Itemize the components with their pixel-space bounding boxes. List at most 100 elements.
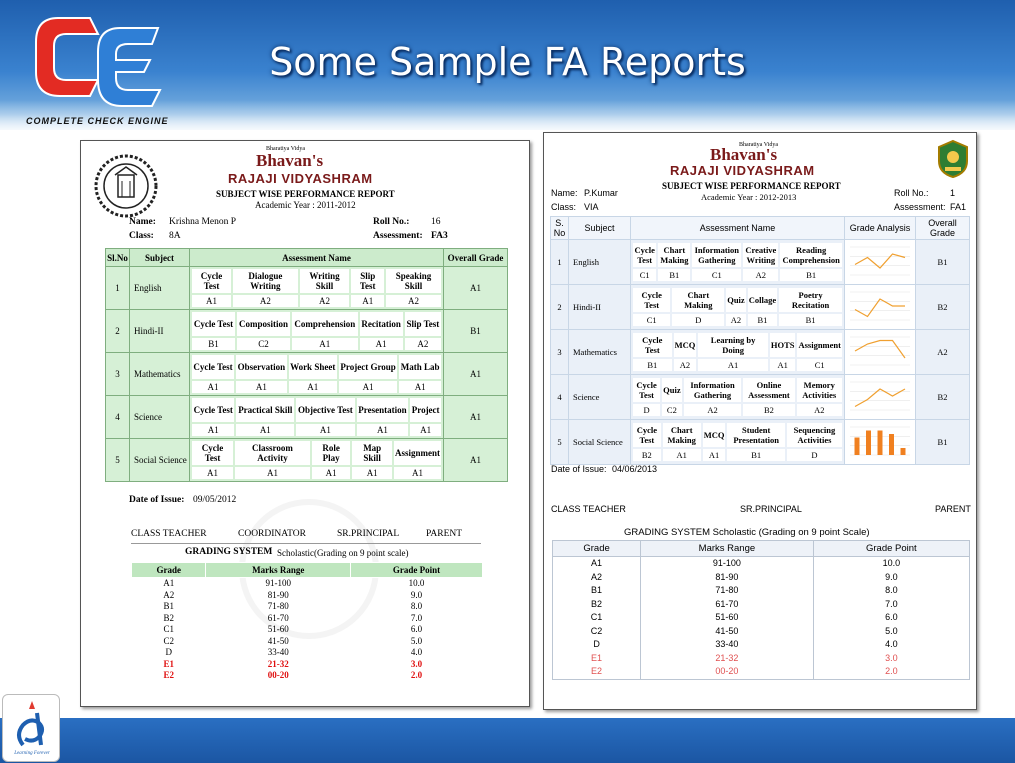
school-small: Bharatiya Vidya [739,142,779,148]
assessment-name: Math Lab [399,355,441,379]
report-card-2: Bharatiya Vidya Bhavan's RAJAJI VIDYASHR… [543,132,977,710]
grading-marks: 91-100 [265,578,292,588]
assessment-cell: Cycle Test Chart Making Information Gather… [630,239,845,285]
grading-point: 7.0 [812,597,971,611]
grading-point: 5.0 [410,635,423,646]
date-label: Date of Issue: [129,495,185,505]
assessment-name: MCQ [702,423,726,447]
name-value: P.Kumar [584,188,618,198]
assessment-grade: A1 [359,338,403,350]
grading-grade: E1 [163,658,174,669]
assessment-grade: A1 [769,359,796,371]
assessment-grid: Cycle Test Dialogue Writing Writing Skill S… [190,267,443,309]
assessment-grade: C1 [633,269,657,281]
grade-analysis-cell [844,419,916,465]
assessment-name: Chart Making [672,288,725,312]
assessment-cell: Cycle Test Chart Making MCQ Student Present… [630,419,845,465]
grading-point: 10.0 [812,556,971,571]
grading-marks: 81-90 [640,570,814,584]
school-emblem-icon [94,154,158,218]
report-title: SUBJECT WISE PERFORMANCE REPORT [662,181,841,191]
row-number: 4 [105,395,130,439]
assessment-grades: B1 A2 A1 A1 C1 [633,359,842,371]
assessment-cell: Cycle Test Composition Comprehension Recita… [189,309,444,353]
grade-analysis-chart [850,291,910,321]
assessment-name: Chart Making [658,243,691,267]
table-row: 5 Social Science Cycle Test Chart Making MCQ… [550,419,970,465]
assessment-names: Cycle Test MCQ Learning by Doing HOTS Assign… [633,333,842,357]
assessment-grid: Cycle Test Chart Making Information Gather… [631,241,844,283]
grading-header-marks: Marks Range [205,562,352,578]
assessment-name: Memory Activities [796,378,842,402]
assessment-grades: C1 B1 C1 A2 B1 [633,269,842,281]
header-slno: Sl.No [105,248,130,267]
assessment-name: Cycle Test [633,333,672,357]
grading-point: 9.0 [410,589,423,600]
assessment-names: Cycle Test Observation Work Sheet Project G… [192,355,441,379]
assessment-name: Assignment [393,441,441,465]
assessment-name: Quiz [662,378,682,402]
footer-logo-caption: Learning Forever [14,751,50,756]
assessment-grade: A2 [299,295,350,307]
roll-label: Roll No.: [373,217,410,227]
series-line [854,253,906,269]
assessment-grade: A1 [393,467,441,479]
assessment-name: Reading Comprehension [780,243,842,267]
grading-marks: 61-70 [267,612,289,623]
report-title: SUBJECT WISE PERFORMANCE REPORT [216,189,395,199]
row-subject: Science [568,374,631,420]
school-crest-icon [938,139,968,179]
assessment-grade: A1 [296,424,355,436]
grading-marks: 91-100 [640,556,814,571]
assessment-name: Role Play [311,441,351,465]
assessment-name: Slip Test [404,312,441,336]
grading-marks: 41-50 [267,635,289,646]
grading-row: A1 91-100 10.0 [551,556,971,571]
table-row: 5 Social Science Cycle Test Classroom Activ… [105,438,508,482]
assessment-grade: B2 [743,404,795,416]
assessment-grade: B1 [192,338,235,350]
grade-analysis-chart [850,426,910,456]
assessment-name: Dialogue Writing [233,269,298,293]
row-number: 1 [550,239,569,285]
table-row: 4 Science Cycle Test Practical Skill Objecti… [105,395,508,439]
performance-table: S. No Subject Assessment Name Grade Anal… [550,216,970,465]
grading-marks: 51-60 [640,611,814,625]
assessment-grade: A1 [236,381,287,393]
assessment-grid: Cycle Test Chart Making Quiz Collage Poetry … [631,286,844,328]
row-subject: Science [129,395,190,439]
grade-analysis-cell [844,239,916,285]
assessment-name: Cycle Test [633,423,661,447]
class-label: Class: [129,231,154,241]
grading-table: Grade Marks Range Grade Point A1 91-100 10… [130,562,483,682]
assessment-label: Assessment: [894,202,946,212]
academic-year: Academic Year : 2012-2013 [701,192,797,202]
grading-marks: 81-90 [267,589,289,600]
sig-coordinator: COORDINATOR [238,529,306,539]
assessment-grade: A2 [404,338,441,350]
grading-row: D 33-40 4.0 [132,647,483,659]
grading-row: A2 81-90 9.0 [132,590,483,602]
sig-class-teacher: CLASS TEACHER [551,504,626,514]
header-overall: Overall Grade [443,248,508,267]
performance-table: Sl.No Subject Assessment Name Overall Gr… [105,248,508,482]
grading-point: 2.0 [812,665,971,680]
assessment-grade: A1 [338,381,398,393]
grading-row: E1 21-32 3.0 [132,659,483,671]
bar [854,437,860,455]
row-subject: Hindi-II [568,284,631,330]
assessment-grade: A2 [726,314,746,326]
table-row: 3 Mathematics Cycle Test Observation Work Sh… [105,352,508,396]
assessment-name: Student Presentation [727,423,785,447]
assessment-name: Learning by Doing [698,333,768,357]
grading-row: B1 71-80 8.0 [132,601,483,613]
grading-row: C1 51-60 6.0 [551,611,971,625]
grading-marks: 71-80 [267,601,289,611]
school-brand: Bhavan's [710,145,778,164]
grading-marks: 61-70 [640,597,814,611]
assessment-cell: Cycle Test Classroom Activity Role Play Map… [189,438,444,482]
grading-grade: E2 [163,670,174,680]
grading-point: 7.0 [410,612,423,623]
header-overall: Overall Grade [915,216,970,240]
grading-point: 5.0 [812,624,971,638]
